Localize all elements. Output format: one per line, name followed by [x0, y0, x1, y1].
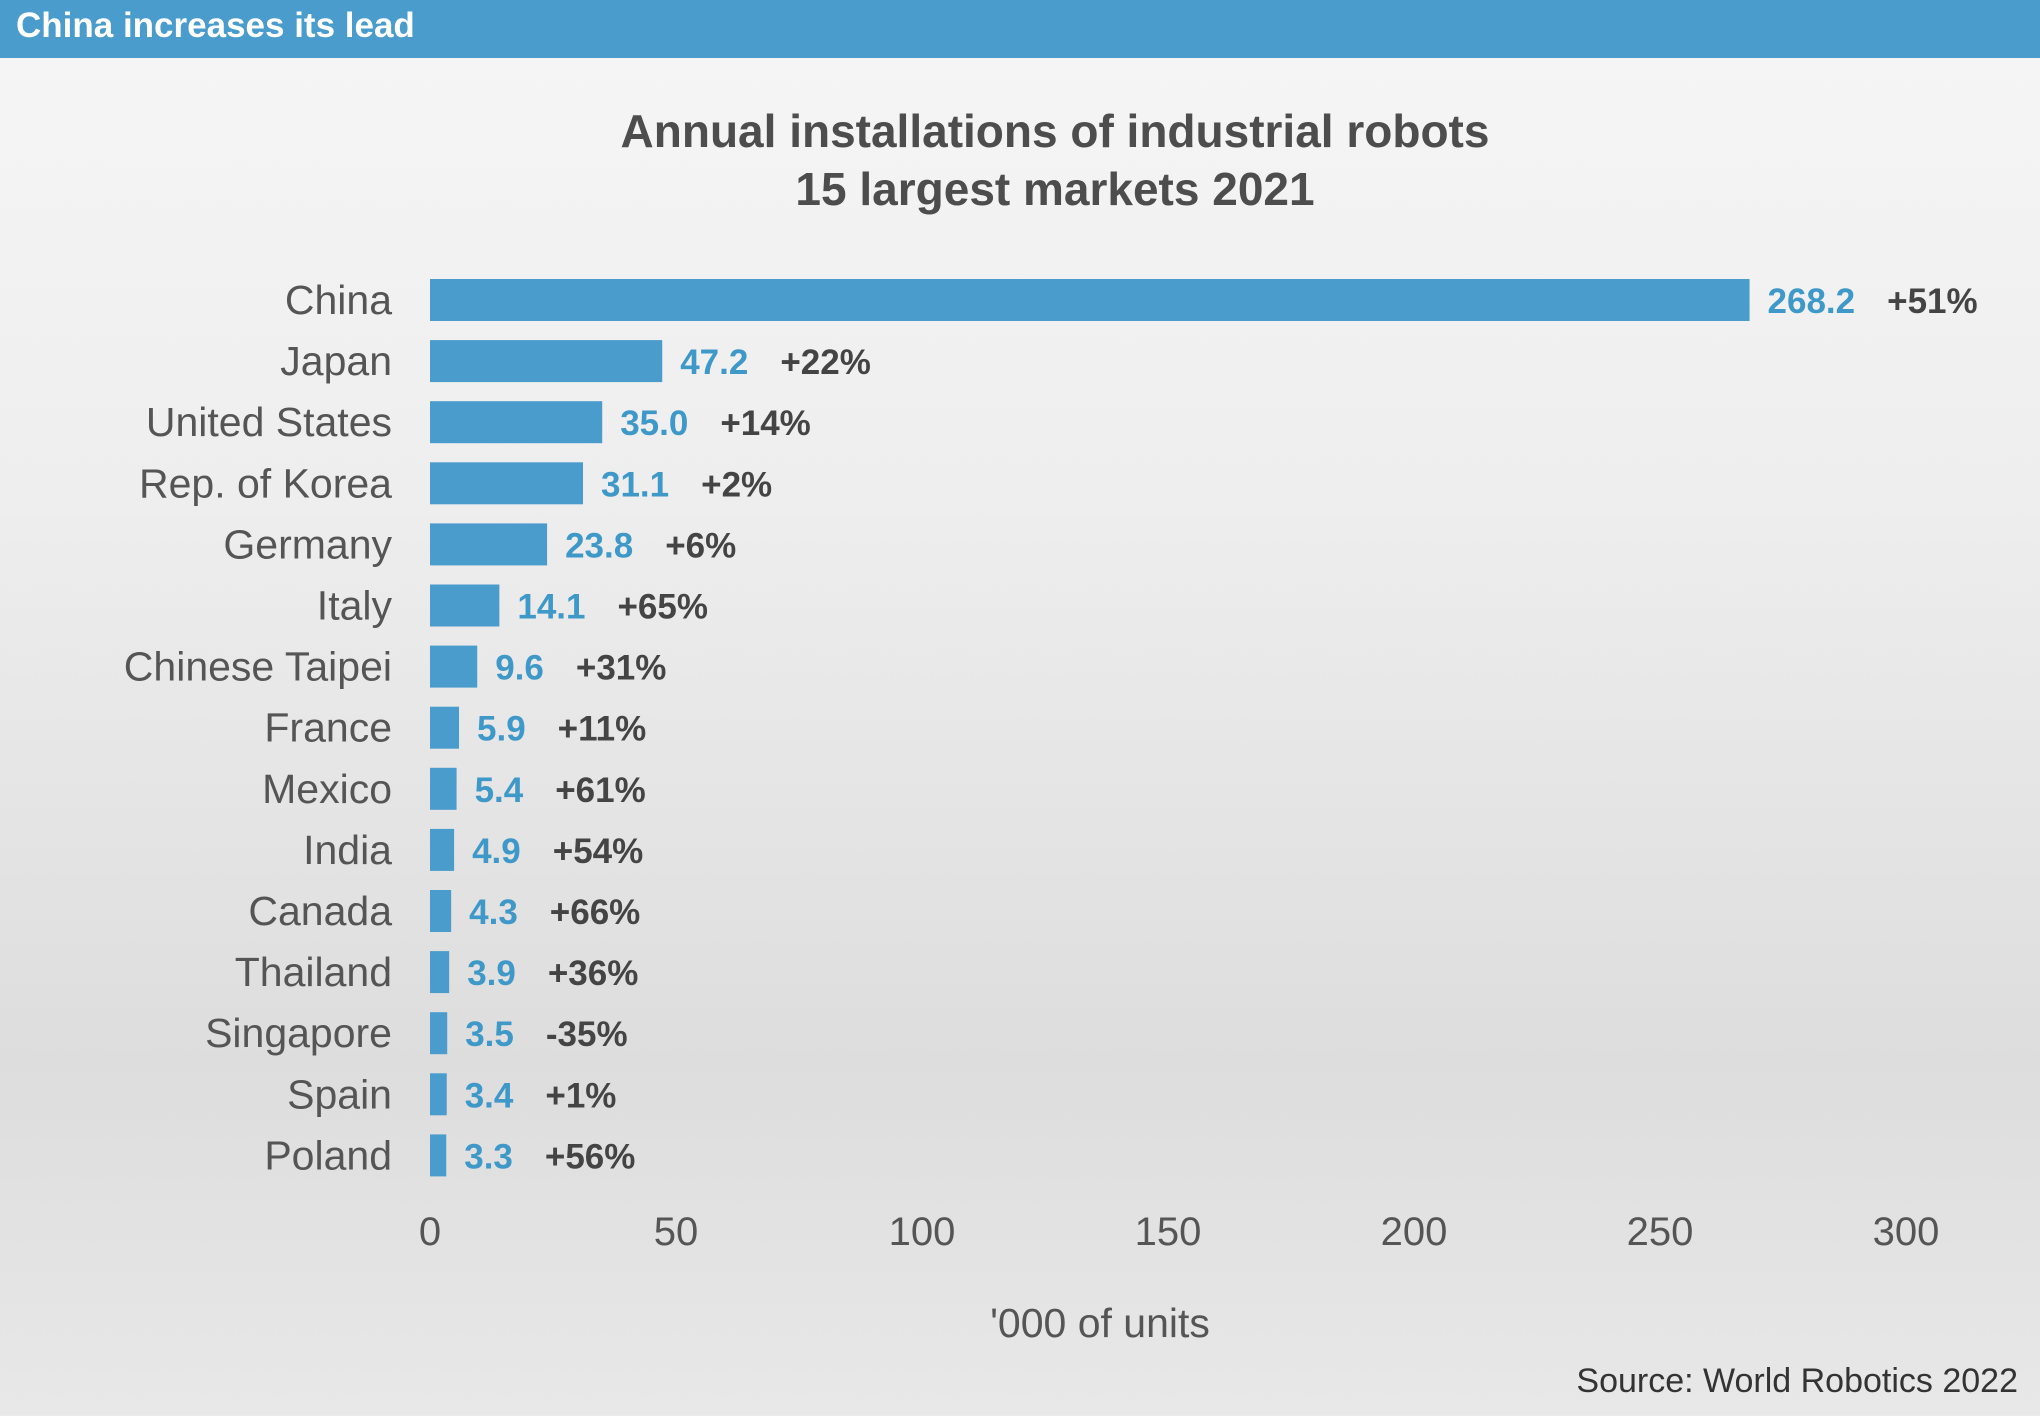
growth-label-canada: +66% [550, 893, 641, 932]
category-label-italy: Italy [317, 583, 393, 629]
value-label-india: 4.9 [472, 832, 521, 871]
category-label-germany: Germany [223, 521, 392, 567]
growth-label-italy: +65% [617, 588, 708, 627]
x-axis-label: '000 of units [990, 1300, 1210, 1346]
value-label-spain: 3.4 [465, 1076, 514, 1115]
value-label-poland: 3.3 [464, 1137, 513, 1176]
chart-title-line-2: 15 largest markets 2021 [795, 163, 1315, 215]
value-label-china: 268.2 [1768, 282, 1856, 321]
category-label-singapore: Singapore [205, 1010, 392, 1056]
x-tick-label-200: 200 [1381, 1210, 1448, 1254]
bar-japan [430, 340, 663, 383]
category-label-india: India [303, 827, 392, 873]
bar-italy [430, 584, 500, 627]
value-label-canada: 4.3 [469, 893, 518, 932]
value-label-france: 5.9 [477, 710, 526, 749]
bar-chinese-taipei [430, 645, 478, 688]
growth-label-india: +54% [553, 832, 644, 871]
bar-india [430, 828, 455, 871]
value-label-germany: 23.8 [565, 526, 633, 565]
value-label-thailand: 3.9 [467, 954, 516, 993]
value-label-united-states: 35.0 [620, 404, 688, 443]
value-label-singapore: 3.5 [465, 1015, 514, 1054]
value-label-italy: 14.1 [517, 588, 585, 627]
category-label-united-states: United States [146, 399, 392, 445]
category-label-spain: Spain [287, 1071, 392, 1117]
category-label-rep-of-korea: Rep. of Korea [139, 460, 392, 506]
growth-label-united-states: +14% [720, 404, 811, 443]
bar-rep-of-korea [430, 462, 584, 505]
bar-china [430, 279, 1750, 321]
growth-label-mexico: +61% [555, 771, 646, 810]
header-banner: China increases its lead [0, 0, 2040, 58]
category-label-japan: Japan [280, 338, 392, 384]
bar-canada [430, 890, 452, 932]
value-label-japan: 47.2 [680, 343, 748, 382]
value-label-rep-of-korea: 31.1 [601, 465, 669, 504]
bar-singapore [430, 1012, 448, 1055]
x-tick-label-0: 0 [419, 1210, 441, 1254]
x-tick-label-300: 300 [1873, 1210, 1940, 1254]
category-label-chinese-taipei: Chinese Taipei [124, 644, 392, 690]
x-tick-label-150: 150 [1135, 1210, 1202, 1254]
category-label-china: China [285, 277, 392, 323]
growth-label-chinese-taipei: +31% [576, 649, 667, 688]
category-label-mexico: Mexico [262, 766, 392, 812]
value-label-chinese-taipei: 9.6 [495, 649, 544, 688]
growth-label-france: +11% [558, 710, 647, 749]
x-tick-label-100: 100 [889, 1210, 956, 1254]
growth-label-spain: +1% [545, 1076, 616, 1115]
growth-label-thailand: +36% [548, 954, 639, 993]
bar-thailand [430, 951, 450, 994]
category-label-thailand: Thailand [235, 949, 392, 995]
growth-label-rep-of-korea: +2% [701, 465, 772, 504]
bar-poland [430, 1134, 447, 1177]
chart-title: Annual installations of industrial robot… [0, 102, 2040, 218]
chart-title-line-1: Annual installations of industrial robot… [620, 105, 1490, 157]
banner-title: China increases its lead [16, 6, 415, 45]
value-label-mexico: 5.4 [475, 771, 524, 810]
source-note: Source: World Robotics 2022 [1576, 1362, 2018, 1400]
bar-spain [430, 1073, 447, 1116]
x-tick-label-250: 250 [1627, 1210, 1694, 1254]
growth-label-poland: +56% [545, 1137, 636, 1176]
growth-label-germany: +6% [665, 526, 736, 565]
category-label-poland: Poland [264, 1132, 392, 1178]
bar-united-states [430, 401, 603, 444]
category-label-france: France [264, 705, 392, 751]
growth-label-china: +51% [1887, 282, 1978, 321]
bar-france [430, 706, 460, 749]
category-label-canada: Canada [248, 888, 392, 934]
growth-label-japan: +22% [780, 343, 871, 382]
bar-germany [430, 523, 548, 566]
bar-mexico [430, 767, 457, 810]
growth-label-singapore: -35% [546, 1015, 628, 1054]
x-tick-label-50: 50 [654, 1210, 699, 1254]
